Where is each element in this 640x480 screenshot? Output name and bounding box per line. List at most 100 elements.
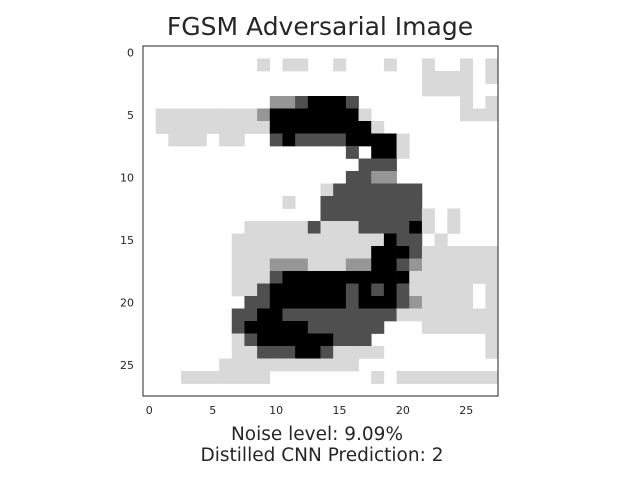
pixel-cell bbox=[371, 121, 385, 134]
pixel-cell bbox=[307, 296, 321, 309]
pixel-cell bbox=[459, 296, 473, 309]
pixel-cell bbox=[345, 346, 359, 359]
pixel-cell bbox=[358, 283, 372, 297]
pixel-cell bbox=[282, 321, 296, 334]
pixel-cell bbox=[333, 208, 347, 222]
pixel-cell bbox=[282, 346, 296, 359]
pixel-cell bbox=[168, 108, 182, 122]
pixel-cell bbox=[421, 296, 435, 309]
pixel-cell bbox=[434, 233, 448, 247]
pixel-cell bbox=[219, 371, 233, 384]
pixel-cell bbox=[307, 271, 321, 284]
pixel-cell bbox=[459, 258, 473, 272]
pixel-cell bbox=[320, 196, 334, 209]
pixel-cell bbox=[421, 271, 435, 284]
pixel-cell bbox=[295, 96, 309, 109]
pixel-cell bbox=[295, 333, 309, 347]
pixel-cell bbox=[206, 371, 220, 384]
pixel-cell bbox=[269, 133, 283, 147]
pixel-cell bbox=[295, 133, 309, 147]
pixel-cell bbox=[155, 121, 169, 134]
pixel-cell bbox=[421, 246, 435, 259]
pixel-cell bbox=[485, 321, 499, 334]
pixel-cell bbox=[409, 283, 423, 297]
pixel-cell bbox=[459, 71, 473, 84]
pixel-cell bbox=[295, 258, 309, 272]
pixel-cell bbox=[295, 296, 309, 309]
pixel-cell bbox=[383, 283, 397, 297]
pixel-cell bbox=[295, 308, 309, 322]
pixel-cell bbox=[371, 346, 385, 359]
pixel-cell bbox=[485, 346, 499, 359]
pixel-cell bbox=[383, 296, 397, 309]
pixel-cell bbox=[371, 146, 385, 159]
pixel-cell bbox=[459, 83, 473, 97]
pixel-cell bbox=[320, 246, 334, 259]
pixel-cell bbox=[371, 158, 385, 172]
pixel-cell bbox=[383, 258, 397, 272]
y-tick-label: 25 bbox=[120, 359, 134, 372]
pixel-cell bbox=[244, 258, 258, 272]
pixel-cell bbox=[333, 271, 347, 284]
pixel-cell bbox=[333, 121, 347, 134]
pixel-cell bbox=[358, 308, 372, 322]
y-tick-label: 20 bbox=[120, 296, 134, 309]
pixel-cell bbox=[371, 171, 385, 184]
pixel-cell bbox=[269, 308, 283, 322]
pixel-cell bbox=[231, 321, 245, 334]
pixel-cell bbox=[383, 133, 397, 147]
pixel-cell bbox=[320, 183, 334, 197]
pixel-cell bbox=[333, 283, 347, 297]
pixel-cell bbox=[396, 258, 410, 272]
x-axis-ticks: 0 5 10 15 20 25 bbox=[146, 404, 473, 417]
pixel-cell bbox=[320, 96, 334, 109]
pixel-cell bbox=[320, 296, 334, 309]
pixel-cell bbox=[409, 208, 423, 222]
pixel-cell bbox=[307, 358, 321, 372]
pixel-cell bbox=[168, 133, 182, 147]
pixel-cell bbox=[485, 283, 499, 297]
pixel-cell bbox=[320, 233, 334, 247]
pixel-cell bbox=[459, 371, 473, 384]
pixel-cell bbox=[383, 308, 397, 322]
pixel-cell bbox=[358, 121, 372, 134]
pixel-cell bbox=[333, 333, 347, 347]
pixel-cell bbox=[320, 321, 334, 334]
pixel-cell bbox=[307, 333, 321, 347]
pixel-cell bbox=[269, 96, 283, 109]
pixel-cell bbox=[447, 271, 461, 284]
pixel-cell bbox=[358, 221, 372, 234]
pixel-cell bbox=[371, 283, 385, 297]
pixel-cell bbox=[434, 258, 448, 272]
pixel-cell bbox=[181, 121, 195, 134]
pixel-cell bbox=[231, 233, 245, 247]
pixel-cell bbox=[333, 308, 347, 322]
pixel-cell bbox=[409, 258, 423, 272]
pixel-cell bbox=[447, 208, 461, 222]
pixel-cell bbox=[269, 333, 283, 347]
pixel-cell bbox=[396, 146, 410, 159]
pixel-cell bbox=[307, 321, 321, 334]
pixel-cell bbox=[269, 246, 283, 259]
pixel-cell bbox=[358, 271, 372, 284]
pixel-cell bbox=[257, 346, 271, 359]
pixel-cell bbox=[307, 308, 321, 322]
y-tick-label: 10 bbox=[120, 171, 134, 184]
image-cells bbox=[155, 58, 499, 384]
pixel-cell bbox=[257, 246, 271, 259]
pixel-cell bbox=[333, 358, 347, 372]
pixel-cell bbox=[345, 196, 359, 209]
pixel-cell bbox=[396, 208, 410, 222]
pixel-cell bbox=[282, 133, 296, 147]
pixel-cell bbox=[282, 108, 296, 122]
pixel-cell bbox=[409, 296, 423, 309]
pixel-cell bbox=[345, 208, 359, 222]
pixel-cell bbox=[320, 221, 334, 234]
pixel-cell bbox=[181, 371, 195, 384]
pixel-cell bbox=[421, 83, 435, 97]
pixel-cell bbox=[345, 108, 359, 122]
x-tick-label: 0 bbox=[146, 404, 153, 417]
pixel-cell bbox=[434, 246, 448, 259]
pixel-cell bbox=[345, 96, 359, 109]
pixel-cell bbox=[485, 58, 499, 72]
